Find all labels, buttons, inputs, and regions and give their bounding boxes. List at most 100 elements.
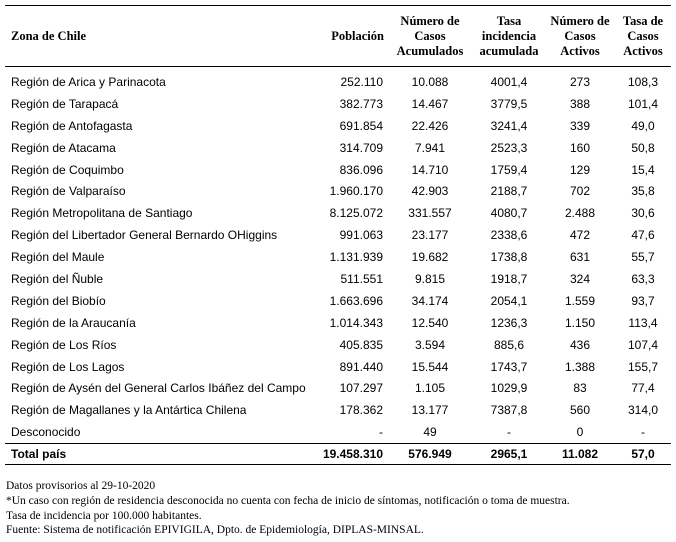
table-row: Región de Magallanes y la Antártica Chil…	[5, 399, 671, 421]
table-cell: 4001,4	[490, 74, 528, 89]
table-cell: 252.110	[340, 74, 384, 89]
table-cell: 7387,8	[490, 403, 528, 418]
table-cell: 7.941	[414, 140, 446, 155]
table-cell: 30,6	[631, 206, 655, 221]
table-cell: Región de la Araucanía	[11, 315, 136, 330]
table-cell: 2338,6	[490, 228, 528, 243]
table-cell: 436	[569, 337, 591, 352]
table-cell: 1918,7	[490, 271, 528, 286]
table-cell: Región del Libertador General Bernardo O…	[11, 228, 278, 243]
table-cell: 273	[569, 74, 591, 89]
table-cell: 1.960.170	[329, 184, 383, 199]
header-cell: Número de Casos Activos	[545, 5, 615, 67]
table-cell: 8.125.072	[329, 206, 383, 221]
table-cell: 1.014.343	[329, 315, 383, 330]
table-row: Región de Valparaíso 1.960.170 42.903 2188,…	[5, 180, 671, 202]
table-cell: 178.362	[339, 403, 383, 418]
table-cell: 314,0	[627, 403, 659, 418]
table-cell: 34.174	[411, 293, 449, 308]
table-cell: 107,4	[627, 337, 659, 352]
table-cell: 13.177	[411, 403, 449, 418]
table-cell: 702	[569, 184, 591, 199]
table-cell: Región de Magallanes y la Antártica Chil…	[11, 403, 247, 418]
total-cell: 11.082	[545, 443, 615, 466]
table-cell: 691.854	[339, 118, 383, 133]
table-cell: 12.540	[411, 315, 449, 330]
note: Tasa de incidencia por 100.000 habitante…	[6, 509, 202, 522]
table-cell: 9.815	[414, 271, 446, 286]
table-row: Región de Atacama 314.709 7.941 2523,3 160 50…	[5, 137, 671, 159]
table-cell: 331.557	[408, 206, 452, 221]
table-cell: 339	[569, 118, 591, 133]
header-row: Zona de Chile Población Número de Casos Ac…	[5, 5, 671, 67]
table-cell: 891.440	[339, 359, 383, 374]
table-cell: 1236,3	[490, 315, 528, 330]
table-cell: 1.663.696	[329, 293, 383, 308]
total-cell: 576.949	[387, 443, 473, 466]
table-cell: 991.063	[339, 228, 383, 243]
table-cell: Región del Ñuble	[11, 271, 104, 286]
table-row: Región de Antofagasta 691.854 22.426 3241,4…	[5, 115, 671, 137]
data-table: Zona de Chile Población Número de Casos Ac…	[5, 5, 671, 466]
table-cell: 314.709	[339, 140, 383, 155]
table-cell: 101,4	[627, 96, 659, 111]
header-cell: Tasa incidencia acumulada	[473, 5, 545, 67]
table-row: Región del Libertador General Bernardo O…	[5, 224, 671, 246]
table-cell: 14.710	[411, 162, 449, 177]
total-cell: 19.458.310	[305, 443, 387, 466]
table-cell: 10.088	[411, 74, 449, 89]
table-cell: Región de Los Ríos	[11, 337, 117, 352]
table-cell: 2523,3	[490, 140, 528, 155]
table-cell: 836.096	[339, 162, 383, 177]
total-cell: 2965,1	[473, 443, 545, 466]
table-cell: 50,8	[631, 140, 655, 155]
table-cell: 631	[569, 250, 591, 265]
table-cell: -	[641, 425, 645, 440]
table-cell: 77,4	[631, 381, 655, 396]
table-cell: 108,3	[627, 74, 659, 89]
table-cell: 15,4	[631, 162, 655, 177]
table-cell: 324	[569, 271, 591, 286]
table-cell: 1759,4	[490, 162, 528, 177]
table-row: Región de Aysén del General Carlos Ibáñe…	[5, 377, 671, 399]
table-row: Región de Coquimbo 836.096 14.710 1759,4 129…	[5, 159, 671, 181]
table-cell: Región de Tarapacá	[11, 96, 119, 111]
total-cell: Total país	[5, 443, 305, 466]
table-row: Desconocido - 49 - 0 -	[5, 421, 671, 443]
table-cell: 160	[569, 140, 591, 155]
table-cell: 405.835	[339, 337, 383, 352]
table-cell: 1743,7	[490, 359, 528, 374]
table-cell: 1.105	[414, 381, 446, 396]
table-cell: 2.488	[564, 206, 596, 221]
table-row: Región del Ñuble 511.551 9.815 1918,7 324 63,…	[5, 268, 671, 290]
table-cell: 3241,4	[490, 118, 528, 133]
note: Fuente: Sistema de notificación EPIVIGIL…	[6, 524, 424, 537]
table-row: Región de Arica y Parinacota 252.110 10.08…	[5, 67, 671, 93]
table-cell: 472	[569, 228, 591, 243]
table-cell: 42.903	[411, 184, 449, 199]
table-cell: 382.773	[339, 96, 383, 111]
table-row: Región de Tarapacá 382.773 14.467 3779,5 388…	[5, 93, 671, 115]
table-cell: Región del Biobío	[11, 293, 106, 308]
table-cell: Región de Atacama	[11, 140, 116, 155]
table-cell: Región de Arica y Parinacota	[11, 74, 166, 89]
table-cell: 1738,8	[490, 250, 528, 265]
table-cell: 35,8	[631, 184, 655, 199]
header-cell: Población	[305, 5, 387, 67]
header-cell: Tasa de Casos Activos	[615, 5, 671, 67]
table-cell: 55,7	[631, 250, 655, 265]
table-row: Región de la Araucanía 1.014.343 12.540 123…	[5, 312, 671, 334]
table-cell: 0	[576, 425, 584, 440]
table-cell: 19.682	[411, 250, 449, 265]
table-cell: 63,3	[631, 271, 655, 286]
table-cell: 107.297	[339, 381, 383, 396]
table-cell: 1.388	[564, 359, 596, 374]
total-row: Total país 19.458.310 576.949 2965,1 11.082 5…	[5, 443, 671, 466]
table-cell: Desconocido	[11, 425, 81, 440]
table-cell: Región de Los Lagos	[11, 359, 125, 374]
table-cell: 3779,5	[490, 96, 528, 111]
table-cell: 93,7	[631, 293, 655, 308]
table-cell: 1029,9	[490, 381, 528, 396]
total-cell: 57,0	[615, 443, 671, 466]
